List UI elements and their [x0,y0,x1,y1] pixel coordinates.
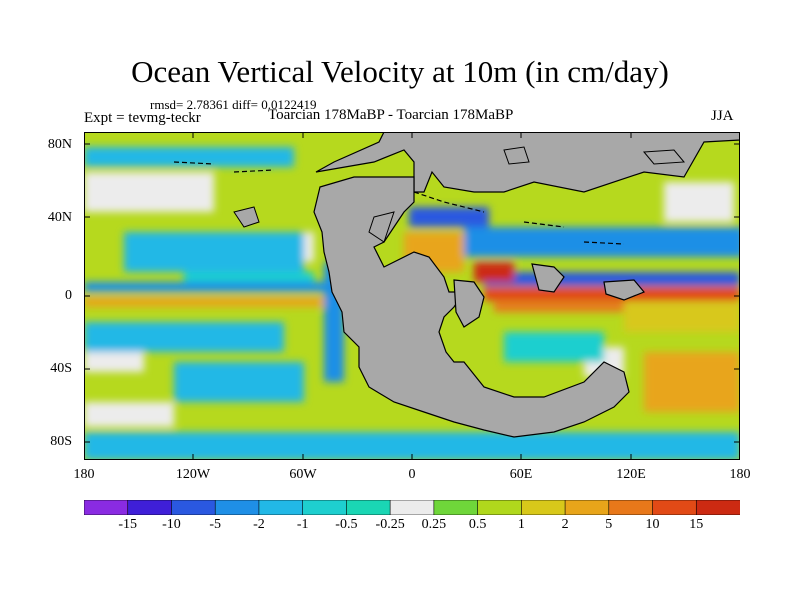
x-tick-label: 60W [289,467,317,482]
colorbar-swatch [389,500,435,515]
colorbar-tick-label: 5 [605,517,613,532]
axis-ticks [84,132,740,460]
x-tick-label: 120E [616,467,646,482]
colorbar-tick-label: -5 [209,517,222,532]
colorbar-swatch [84,500,129,515]
colorbar-swatch [433,500,479,515]
colorbar-tick-label: 0.25 [421,517,447,532]
colorbar-swatch [564,500,610,515]
island-outlines [233,146,686,243]
colorbar-tick-label: 1 [517,517,525,532]
colorbar-tick-label: -10 [162,517,181,532]
colorbar-tick-label: -15 [118,517,138,532]
colorbar-tick-label: 0.5 [468,517,487,532]
colorbar-swatch [695,500,740,515]
colorbar-swatch [608,500,654,515]
colorbar [84,500,740,515]
x-tick-label: 120W [175,467,211,482]
x-tick-label: 0 [408,467,416,482]
chart-title: Ocean Vertical Velocity at 10m (in cm/da… [131,54,669,89]
colorbar-swatch [652,500,698,515]
y-tick-label: 40S [50,361,72,376]
x-tick-label: 180 [73,467,95,482]
y-tick-label: 0 [65,288,72,303]
colorbar-swatch [346,500,391,515]
colorbar-swatch [127,500,173,515]
colorbar-swatch [214,500,260,515]
season-label: JJA [711,108,734,124]
x-tick-label: 60E [509,467,533,482]
colorbar-swatch [171,500,217,515]
y-tick-label: 80N [47,137,72,152]
colorbar-swatch [521,500,566,515]
map-plot [84,132,740,460]
colorbar-tick-label: 10 [645,517,660,532]
x-tick-label: 180 [729,467,751,482]
period-label: Toarcian 178MaBP - Toarcian 178MaBP [268,107,514,123]
colorbar-tick-label: -0.5 [335,517,358,532]
colorbar-swatch [477,500,523,515]
colorbar-tick-label: -2 [253,517,265,532]
y-tick-label: 40N [47,210,72,225]
y-tick-label: 80S [50,434,72,449]
colorbar-swatch [258,500,304,515]
colorbar-tick-label: -0.25 [375,517,405,532]
colorbar-tick-label: -1 [296,517,309,532]
coast-outlines [173,161,625,245]
experiment-label: Expt = tevmg-teckr [84,110,201,126]
colorbar-tick-label: 2 [561,517,569,532]
colorbar-swatch [302,500,348,515]
colorbar-tick-label: 15 [689,517,704,532]
stats-text: rmsd= 2.78361 diff= 0.0122419 [150,97,317,112]
